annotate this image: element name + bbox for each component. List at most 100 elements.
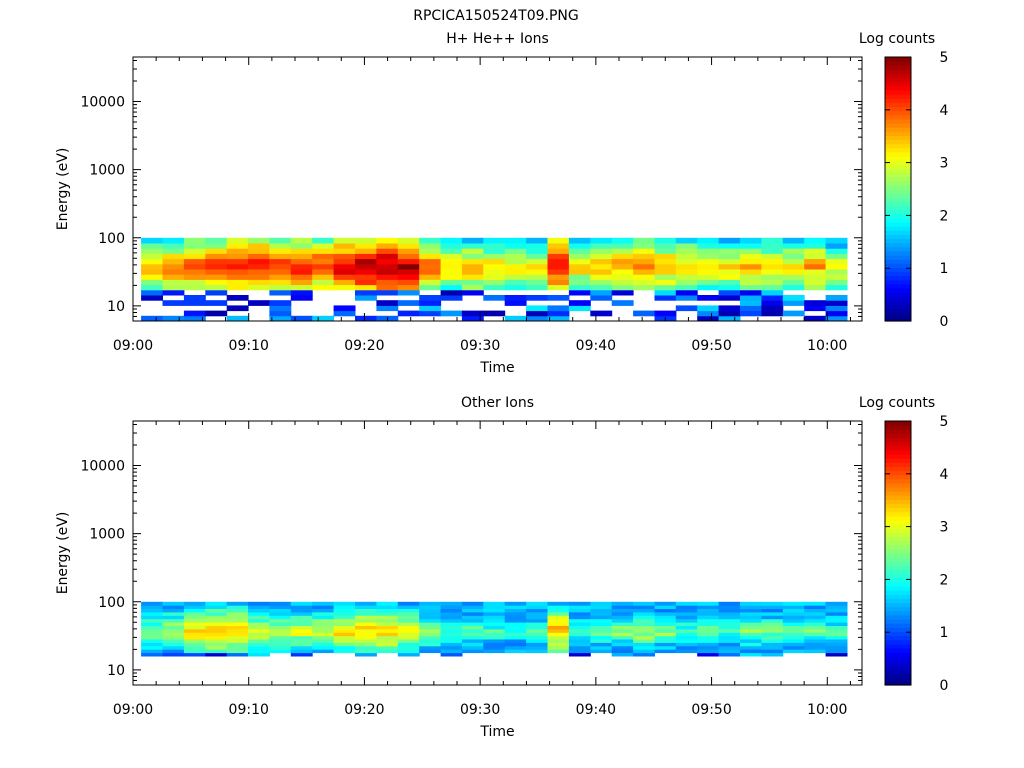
spectrogram-cell [547, 632, 570, 637]
spectrogram-cell [483, 605, 506, 609]
y-tick-label: 100 [98, 231, 125, 247]
spectrogram-cell [355, 284, 377, 291]
spectrogram-cell [804, 243, 827, 249]
spectrogram-cell [483, 243, 506, 249]
colorbar-step [885, 532, 911, 538]
spectrogram-cell [782, 237, 805, 244]
spectrogram-cell [697, 237, 720, 244]
spectrogram-cell [269, 310, 292, 317]
spectrogram-cell [162, 635, 185, 640]
colorbar-step [885, 458, 911, 463]
spectrogram-cell [312, 645, 335, 650]
spectrogram-cell [269, 622, 292, 626]
panel-title: H+ He++ Ions [446, 31, 549, 47]
colorbar-step [885, 528, 911, 533]
spectrogram-cell [419, 295, 442, 301]
spectrogram-cell [355, 642, 377, 647]
spectrogram-cell [248, 248, 270, 254]
spectrogram-cell [633, 310, 655, 317]
spectrogram-cell [740, 608, 762, 613]
spectrogram-cell [461, 243, 484, 249]
spectrogram-cell [419, 622, 442, 626]
spectrogram-cell [718, 289, 741, 296]
spectrogram-cell [333, 279, 356, 286]
spectrogram-cell [269, 625, 292, 630]
spectrogram-cell [333, 274, 356, 280]
colorbar-tick-label: 1 [940, 625, 949, 641]
colorbar-step [885, 304, 911, 310]
spectrogram-cell [633, 615, 655, 620]
spectrogram-cell [397, 645, 420, 650]
spectrogram-cell [440, 635, 463, 640]
colorbar-step [885, 619, 911, 624]
colorbar-step [885, 602, 911, 608]
colorbar-step [885, 90, 911, 95]
spectrogram-cell [162, 248, 185, 254]
spectrogram-cell [290, 639, 313, 643]
spectrogram-cell [183, 601, 206, 606]
spectrogram-cell [718, 601, 741, 606]
spectrogram-cell [547, 295, 570, 301]
colorbar-step [885, 184, 911, 190]
spectrogram-cell [697, 649, 720, 654]
spectrogram-cell [590, 284, 613, 291]
colorbar-label: Log counts [859, 31, 935, 47]
spectrogram-cell [611, 642, 634, 647]
spectrogram-cell [782, 642, 805, 647]
spectrogram-cell [697, 625, 720, 630]
spectrogram-cell [568, 248, 591, 254]
spectrogram-cell [226, 263, 249, 270]
spectrogram-cell [269, 645, 292, 650]
spectrogram-cell [290, 608, 313, 613]
spectrogram-cell [804, 315, 827, 322]
spectrogram-cell [205, 243, 228, 249]
spectrogram-cell [183, 295, 206, 301]
colorbar-step [885, 73, 911, 79]
spectrogram-cell [590, 632, 613, 637]
spectrogram-cell [376, 601, 399, 606]
spectrogram-cell [376, 628, 399, 633]
colorbar-step [885, 263, 911, 268]
spectrogram-cell [568, 652, 591, 657]
spectrogram-cell [590, 279, 613, 286]
spectrogram-cell [269, 258, 292, 265]
spectrogram-cell [162, 243, 185, 249]
y-tick-label: 10 [107, 299, 125, 315]
spectrogram-cell [183, 237, 206, 244]
spectrogram-cell [590, 608, 613, 613]
spectrogram-cell [740, 601, 762, 606]
spectrogram-cell [718, 615, 741, 620]
spectrogram-cell [419, 625, 442, 630]
spectrogram-cell [718, 611, 741, 616]
spectrogram-cell [740, 632, 762, 637]
spectrogram-cell [804, 608, 827, 613]
spectrogram-cell [547, 279, 570, 286]
spectrogram-cell [526, 284, 548, 291]
spectrogram-cell [397, 642, 420, 647]
spectrogram-cell [290, 618, 313, 623]
spectrogram-cell [611, 253, 634, 260]
spectrogram-cell [526, 269, 548, 275]
colorbar-step [885, 222, 911, 227]
spectrogram-cell [590, 243, 613, 249]
spectrogram-cell [333, 248, 356, 254]
spectrogram-cell [526, 615, 548, 620]
colorbar-step [885, 524, 911, 529]
spectrogram-cell [782, 601, 805, 606]
spectrogram-cell [697, 279, 720, 286]
spectrogram-cell [248, 652, 270, 657]
spectrogram-cell [461, 611, 484, 616]
spectrogram-cell [654, 628, 677, 633]
spectrogram-cell [804, 269, 827, 275]
spectrogram-cell [697, 615, 720, 620]
spectrogram-cell [825, 639, 848, 643]
spectrogram-cell [611, 248, 634, 254]
spectrogram-cell [804, 279, 827, 286]
spectrogram-cell [461, 622, 484, 626]
spectrogram-cell [547, 639, 570, 643]
spectrogram-cell [547, 305, 570, 312]
spectrogram-cell [547, 649, 570, 654]
colorbar-step [885, 176, 911, 182]
spectrogram-cell [290, 284, 313, 291]
spectrogram-cell [461, 279, 484, 286]
